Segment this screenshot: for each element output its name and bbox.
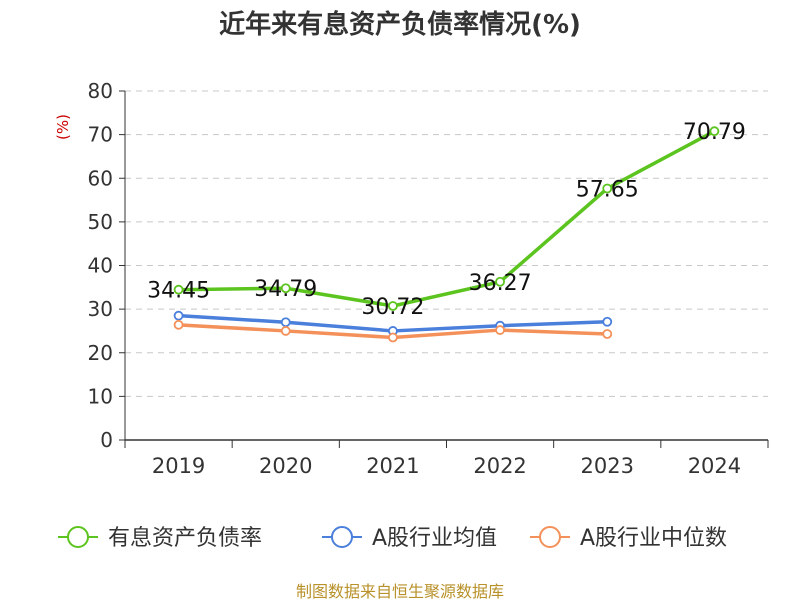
data-point bbox=[173, 310, 184, 321]
y-tick-label: 40 bbox=[88, 254, 113, 278]
x-tick-label: 2021 bbox=[366, 454, 419, 478]
data-point bbox=[388, 332, 398, 343]
series-layer bbox=[173, 126, 720, 343]
y-tick-label: 80 bbox=[88, 79, 113, 103]
legend-item: 有息资产负债率 bbox=[58, 526, 262, 551]
data-point bbox=[495, 325, 505, 335]
y-tick-label: 30 bbox=[88, 297, 113, 321]
legend-swatch-marker bbox=[67, 526, 89, 548]
y-axis-label: (%) bbox=[54, 114, 72, 140]
data-label: 70.79 bbox=[683, 120, 746, 145]
data-point bbox=[280, 317, 291, 328]
legend-label: A股行业均值 bbox=[372, 526, 497, 551]
data-label: 34.45 bbox=[147, 279, 210, 304]
x-tick-label: 2022 bbox=[473, 454, 526, 478]
legend-label: A股行业中位数 bbox=[580, 526, 727, 551]
source-note: 制图数据来自恒生聚源数据库 bbox=[295, 582, 504, 601]
data-point bbox=[280, 326, 291, 336]
legend-swatch-marker bbox=[331, 526, 353, 548]
legend: 有息资产负债率 A股行业均值 A股行业中位数 bbox=[58, 526, 727, 551]
y-tick-label: 0 bbox=[100, 428, 113, 452]
data-point bbox=[388, 301, 398, 311]
data-point bbox=[173, 284, 184, 295]
legend-item: A股行业均值 bbox=[322, 526, 497, 551]
data-label: 36.27 bbox=[469, 271, 532, 296]
data-point bbox=[709, 126, 720, 137]
y-tick-label: 20 bbox=[88, 341, 113, 365]
legend-swatch-marker bbox=[539, 526, 561, 548]
data-label: 30.72 bbox=[361, 295, 424, 320]
data-point bbox=[495, 276, 505, 287]
y-tick-label: 50 bbox=[88, 210, 113, 234]
x-tick-label: 2020 bbox=[259, 454, 312, 478]
data-point bbox=[173, 319, 184, 330]
data-point bbox=[280, 283, 291, 294]
x-tick-label: 2024 bbox=[688, 454, 741, 478]
y-tick-label: 70 bbox=[88, 123, 113, 147]
x-tick-label: 2019 bbox=[152, 454, 205, 478]
y-tick-label: 10 bbox=[88, 384, 113, 408]
grid-layer bbox=[125, 90, 768, 397]
data-label: 57.65 bbox=[576, 178, 639, 203]
data-label-layer: 34.45 34.79 30.72 36.27 57.65 70.79 bbox=[147, 120, 746, 320]
data-point bbox=[602, 329, 613, 339]
data-label: 34.79 bbox=[254, 277, 317, 302]
legend-label: 有息资产负债率 bbox=[108, 526, 262, 551]
data-point bbox=[602, 183, 613, 194]
data-point bbox=[602, 316, 613, 327]
axis-layer: 0 10 20 30 40 50 60 70 80 2019 2020 2021 2022 2023 202… bbox=[88, 79, 769, 478]
y-tick-label: 60 bbox=[88, 166, 113, 190]
chart-title: 近年来有息资产负债率情况(%) bbox=[219, 10, 581, 40]
x-tick-label: 2023 bbox=[581, 454, 634, 478]
legend-item: A股行业中位数 bbox=[530, 526, 727, 551]
series-line bbox=[178, 129, 716, 308]
